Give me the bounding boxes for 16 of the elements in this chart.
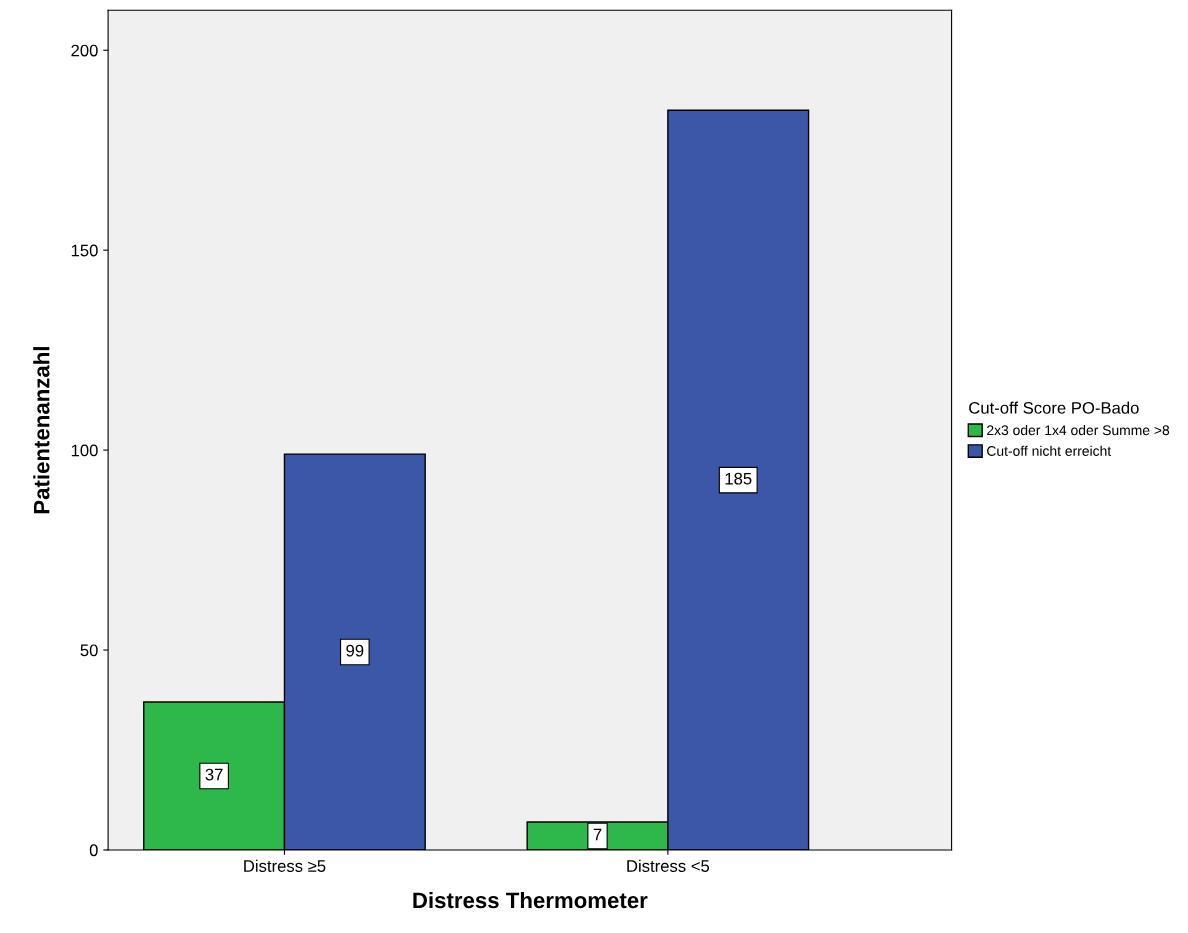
x-axis-title: Distress Thermometer	[413, 891, 648, 909]
legend-label: Cut-off nicht erreicht	[987, 445, 1112, 456]
data-label: 185	[725, 472, 752, 485]
data-label: 37	[205, 768, 223, 781]
y-tick-label: 200	[71, 44, 98, 57]
y-axis-title: Patientenanzahl	[33, 347, 50, 514]
y-tick-label: 0	[89, 844, 98, 857]
y-tick-label: 100	[71, 444, 98, 457]
y-tick-label: 150	[71, 244, 98, 257]
legend-label: 2x3 oder 1x4 oder Summe >8	[987, 424, 1170, 436]
x-tick-label: Distress ≥5	[244, 859, 326, 872]
data-label: 7	[593, 828, 602, 841]
y-tick-label: 50	[80, 644, 98, 657]
legend-title: Cut-off Score PO-Bado	[969, 401, 1139, 414]
x-tick-label: Distress <5	[627, 859, 710, 872]
data-label: 99	[346, 644, 364, 657]
